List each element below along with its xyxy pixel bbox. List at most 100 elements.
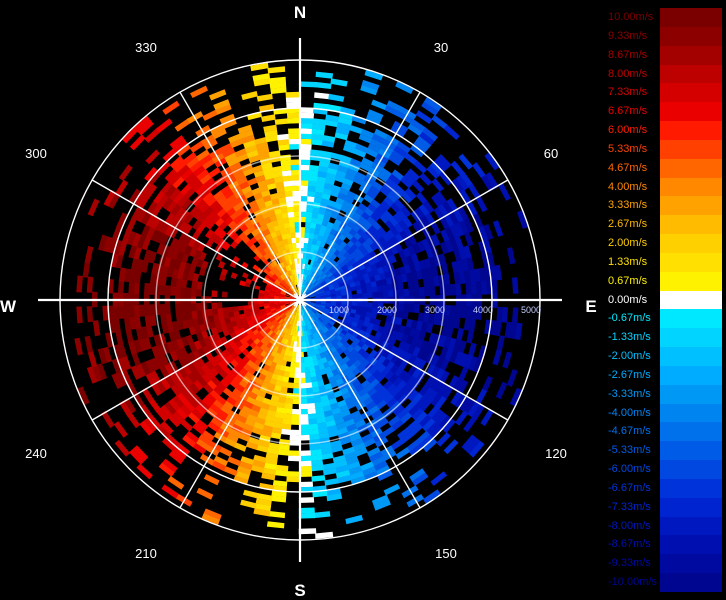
velocity-gate bbox=[137, 119, 154, 136]
velocity-gate bbox=[360, 283, 367, 290]
velocity-gate bbox=[276, 133, 290, 141]
velocity-gate bbox=[308, 323, 313, 330]
velocity-gate bbox=[169, 155, 184, 170]
velocity-gate bbox=[124, 268, 132, 283]
velocity-gate bbox=[514, 322, 523, 340]
velocity-gate bbox=[388, 415, 401, 427]
velocity-gate bbox=[256, 493, 273, 501]
velocity-gate bbox=[404, 187, 417, 200]
velocity-gate bbox=[315, 294, 321, 298]
velocity-gate bbox=[394, 223, 404, 234]
velocity-gate bbox=[278, 369, 285, 377]
velocity-gate bbox=[495, 381, 508, 400]
velocity-gate bbox=[284, 185, 293, 192]
velocity-gate bbox=[430, 408, 444, 423]
velocity-gate bbox=[326, 264, 333, 271]
velocity-gate bbox=[310, 311, 315, 317]
velocity-gate bbox=[330, 291, 337, 295]
velocity-gate bbox=[263, 253, 270, 261]
velocity-gate bbox=[309, 164, 320, 172]
velocity-gate bbox=[222, 365, 232, 375]
velocity-gate bbox=[327, 272, 334, 278]
velocity-gate bbox=[446, 326, 454, 339]
velocity-gate bbox=[172, 191, 185, 204]
velocity-gate bbox=[221, 147, 236, 158]
velocity-gate bbox=[241, 91, 258, 101]
velocity-gate bbox=[292, 398, 300, 405]
velocity-gate bbox=[434, 368, 446, 382]
velocity-gate bbox=[201, 513, 220, 525]
velocity-gate bbox=[122, 126, 139, 144]
velocity-gate bbox=[275, 264, 281, 271]
velocity-gate bbox=[347, 247, 355, 255]
velocity-gate bbox=[288, 259, 293, 265]
velocity-gate bbox=[197, 376, 208, 388]
velocity-gate bbox=[274, 469, 288, 477]
velocity-gate bbox=[475, 281, 483, 295]
velocity-gate bbox=[428, 276, 435, 288]
velocity-gate bbox=[288, 128, 301, 134]
velocity-gate bbox=[154, 218, 166, 232]
velocity-gate bbox=[397, 281, 404, 291]
azimuth-label-330: 330 bbox=[135, 40, 157, 55]
velocity-gate bbox=[340, 204, 350, 213]
velocity-gate bbox=[245, 396, 256, 405]
velocity-gate bbox=[164, 212, 176, 225]
legend-swatch bbox=[660, 554, 722, 574]
velocity-gate bbox=[290, 313, 294, 320]
velocity-gate bbox=[343, 326, 350, 333]
velocity-gate bbox=[385, 315, 393, 324]
velocity-gate bbox=[310, 350, 316, 357]
velocity-gate bbox=[310, 283, 315, 289]
velocity-gate bbox=[333, 460, 348, 469]
velocity-gate bbox=[267, 209, 277, 217]
velocity-gate bbox=[148, 398, 161, 413]
velocity-gate bbox=[470, 281, 477, 295]
velocity-gate bbox=[156, 424, 170, 439]
velocity-gate bbox=[232, 306, 239, 312]
velocity-gate bbox=[496, 335, 505, 352]
velocity-gate bbox=[308, 290, 314, 295]
velocity-gate bbox=[398, 266, 407, 276]
velocity-gate bbox=[223, 437, 237, 448]
velocity-gate bbox=[401, 333, 409, 344]
velocity-gate bbox=[375, 399, 387, 410]
velocity-gate bbox=[332, 313, 339, 319]
velocity-gate bbox=[361, 466, 377, 477]
velocity-gate bbox=[391, 169, 405, 181]
velocity-gate bbox=[123, 317, 131, 331]
velocity-gate bbox=[144, 315, 152, 328]
velocity-gate bbox=[328, 311, 334, 317]
velocity-gate bbox=[324, 366, 332, 374]
velocity-gate bbox=[151, 262, 159, 275]
velocity-gate bbox=[258, 289, 265, 294]
velocity-gate bbox=[193, 324, 202, 334]
velocity-gate bbox=[163, 255, 172, 268]
velocity-gate bbox=[131, 232, 142, 247]
velocity-gate bbox=[243, 489, 259, 499]
velocity-gate bbox=[209, 389, 220, 400]
velocity-gate bbox=[311, 128, 325, 136]
velocity-gate bbox=[366, 189, 378, 200]
velocity-gate bbox=[166, 321, 174, 333]
velocity-gate bbox=[195, 183, 207, 196]
velocity-gate bbox=[332, 262, 339, 269]
velocity-gate bbox=[160, 180, 174, 195]
velocity-gate bbox=[321, 266, 327, 273]
velocity-gate bbox=[266, 322, 273, 328]
velocity-gate bbox=[277, 191, 287, 199]
velocity-gate bbox=[291, 180, 301, 186]
velocity-gate bbox=[304, 301, 311, 304]
velocity-gate bbox=[448, 211, 460, 226]
velocity-gate bbox=[131, 205, 143, 221]
velocity-gate bbox=[145, 226, 156, 240]
velocity-gate bbox=[415, 110, 433, 124]
velocity-gate bbox=[430, 471, 448, 486]
velocity-gate bbox=[218, 220, 229, 231]
velocity-gate bbox=[286, 206, 295, 213]
velocity-gate bbox=[324, 277, 331, 283]
velocity-gate bbox=[317, 385, 326, 392]
velocity-gate bbox=[323, 467, 337, 476]
velocity-gate bbox=[443, 273, 451, 286]
velocity-gate bbox=[259, 249, 267, 257]
